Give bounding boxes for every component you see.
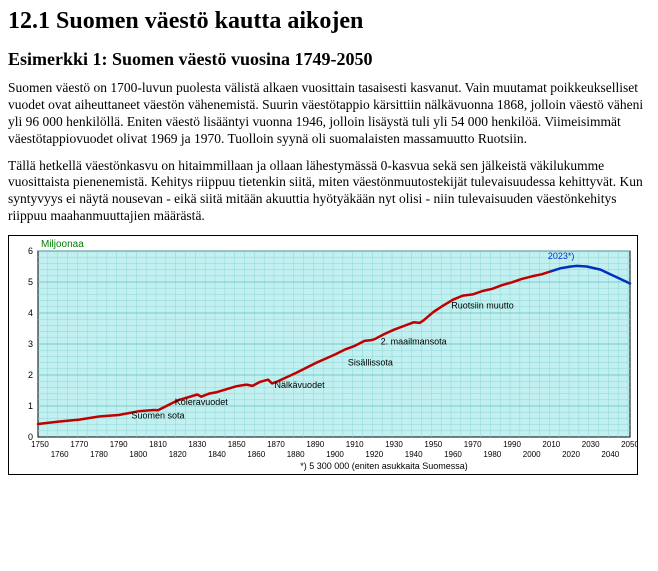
example-heading: Esimerkki 1: Suomen väestö vuosina 1749-…	[8, 49, 650, 70]
svg-text:1780: 1780	[90, 450, 108, 459]
svg-text:1980: 1980	[483, 450, 501, 459]
svg-text:Miljoonaa: Miljoonaa	[41, 239, 84, 250]
svg-text:2040: 2040	[601, 450, 619, 459]
svg-text:1930: 1930	[385, 440, 403, 449]
svg-text:2023*): 2023*)	[548, 251, 575, 261]
population-chart-svg: Miljoonaa0123456175017701790181018301850…	[8, 235, 638, 475]
svg-text:1950: 1950	[424, 440, 442, 449]
svg-text:2020: 2020	[562, 450, 580, 459]
svg-text:1810: 1810	[149, 440, 167, 449]
svg-text:Koleravuodet: Koleravuodet	[175, 397, 229, 407]
svg-text:2050: 2050	[621, 440, 638, 449]
paragraph-1: Suomen väestö on 1700-luvun puolesta väl…	[8, 80, 650, 148]
svg-text:2030: 2030	[582, 440, 600, 449]
page-title: 12.1 Suomen väestö kautta aikojen	[8, 8, 650, 35]
svg-text:Ruotsiin muutto: Ruotsiin muutto	[451, 301, 514, 311]
svg-text:2. maailmansota: 2. maailmansota	[381, 337, 447, 347]
svg-text:1820: 1820	[169, 450, 187, 459]
svg-text:Suomen sota: Suomen sota	[131, 410, 184, 420]
svg-text:1920: 1920	[365, 450, 383, 459]
svg-text:1840: 1840	[208, 450, 226, 459]
svg-text:1750: 1750	[31, 440, 49, 449]
svg-text:1910: 1910	[346, 440, 364, 449]
paragraph-2: Tällä hetkellä väestönkasvu on hitaimmil…	[8, 158, 650, 226]
svg-text:1860: 1860	[247, 450, 265, 459]
population-chart: Miljoonaa0123456175017701790181018301850…	[8, 235, 650, 475]
svg-text:1990: 1990	[503, 440, 521, 449]
svg-text:Nälkävuodet: Nälkävuodet	[275, 380, 326, 390]
svg-text:4: 4	[28, 308, 33, 318]
svg-text:6: 6	[28, 246, 33, 256]
svg-text:2000: 2000	[523, 450, 541, 459]
svg-text:1830: 1830	[188, 440, 206, 449]
svg-text:1900: 1900	[326, 450, 344, 459]
svg-text:1850: 1850	[228, 440, 246, 449]
svg-text:*) 5 300 000 (eniten asukkaita: *) 5 300 000 (eniten asukkaita Suomessa)	[300, 461, 468, 471]
svg-text:1890: 1890	[306, 440, 324, 449]
svg-text:1: 1	[28, 401, 33, 411]
svg-text:1870: 1870	[267, 440, 285, 449]
svg-text:5: 5	[28, 277, 33, 287]
svg-text:1800: 1800	[129, 450, 147, 459]
svg-text:1770: 1770	[70, 440, 88, 449]
svg-text:1880: 1880	[287, 450, 305, 459]
svg-text:2010: 2010	[542, 440, 560, 449]
svg-text:1960: 1960	[444, 450, 462, 459]
svg-text:1760: 1760	[51, 450, 69, 459]
svg-text:3: 3	[28, 339, 33, 349]
svg-text:1790: 1790	[110, 440, 128, 449]
svg-text:1940: 1940	[405, 450, 423, 459]
svg-text:1970: 1970	[464, 440, 482, 449]
svg-text:2: 2	[28, 370, 33, 380]
svg-text:Sisällissota: Sisällissota	[348, 358, 393, 368]
